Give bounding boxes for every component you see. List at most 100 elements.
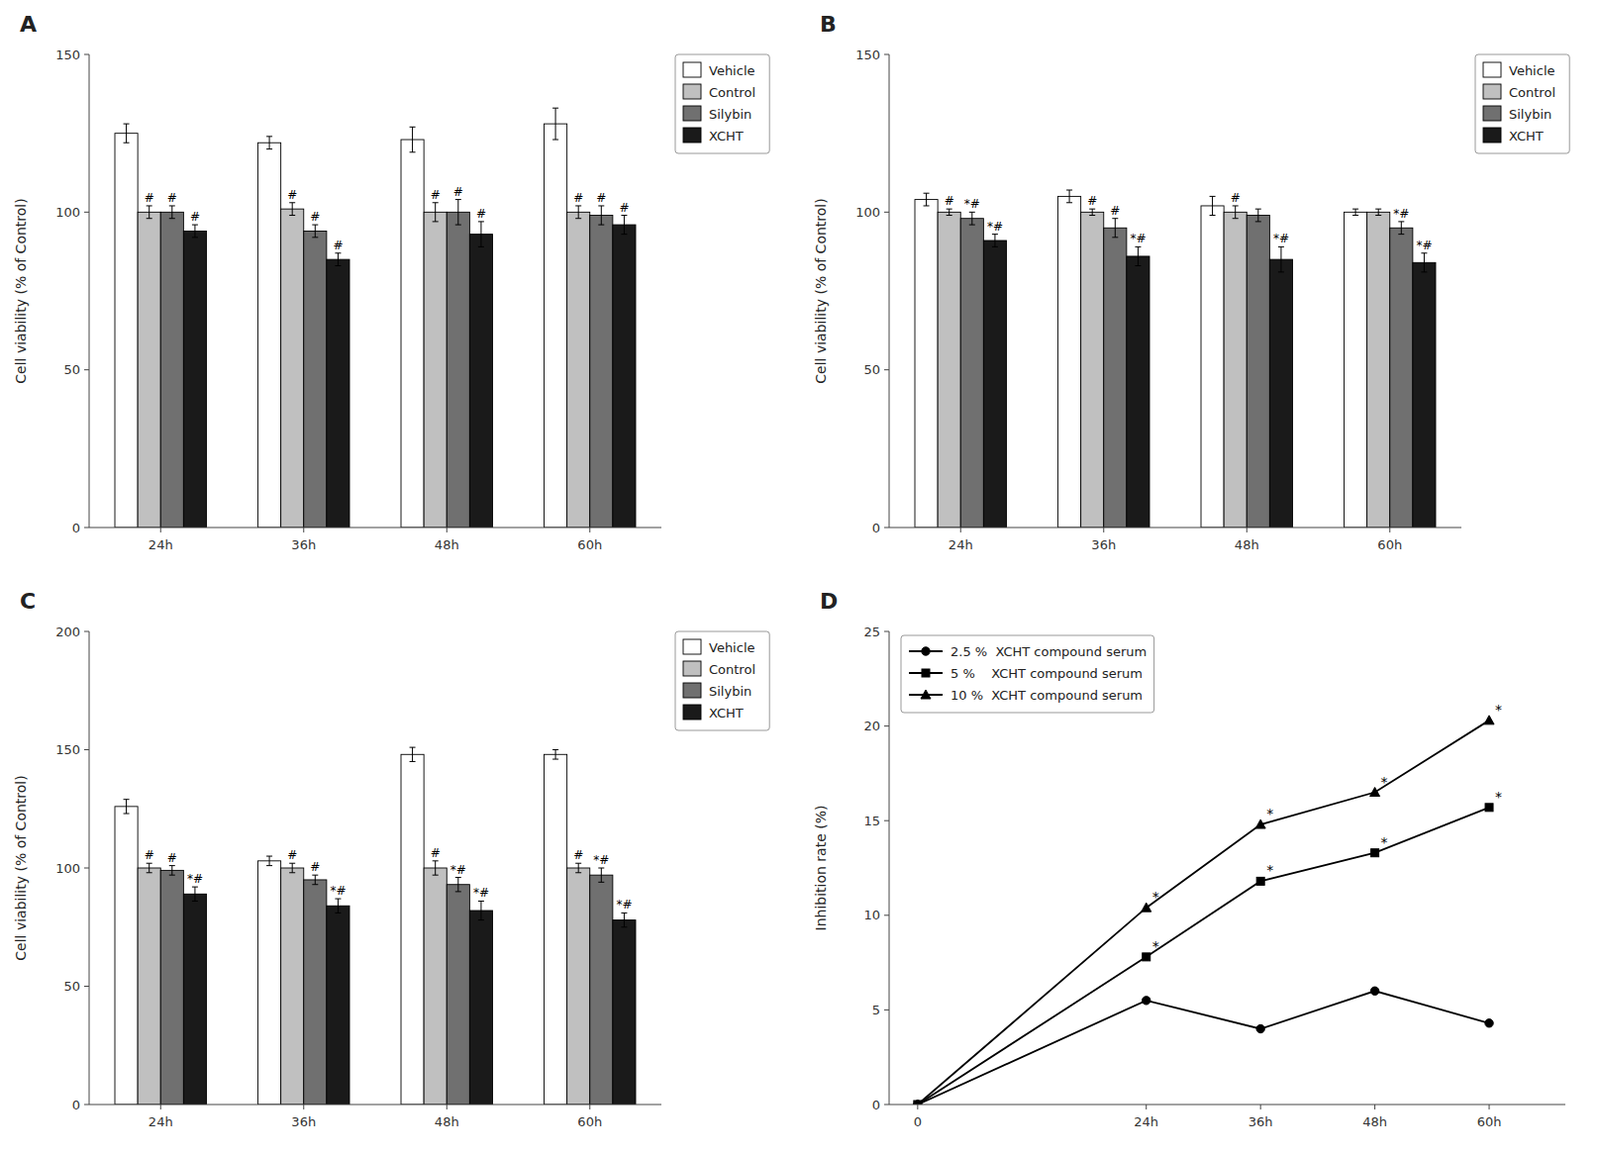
panel: BCell viability (% of Control)050100150#… bbox=[812, 11, 1570, 553]
error-bar bbox=[1255, 208, 1262, 222]
error-bar bbox=[123, 123, 130, 143]
significance-mark: # bbox=[596, 191, 606, 205]
error-bar bbox=[923, 193, 930, 206]
error-bar-cap bbox=[192, 224, 199, 226]
error-bar-cap bbox=[620, 233, 627, 235]
point bbox=[912, 1100, 923, 1105]
error-bar-cap bbox=[1232, 217, 1239, 219]
y-tick bbox=[84, 527, 90, 529]
error-bar-cap bbox=[146, 863, 153, 865]
error-bar bbox=[992, 234, 999, 248]
error-bar-cap bbox=[432, 860, 439, 862]
error-bar-stem bbox=[148, 205, 150, 219]
error-bar bbox=[266, 136, 273, 150]
error-bar-cap bbox=[1111, 236, 1118, 238]
error-bar bbox=[1066, 190, 1073, 203]
bar bbox=[567, 868, 591, 1105]
significance-mark: # bbox=[430, 846, 441, 861]
panel-title: B bbox=[819, 11, 837, 37]
y-axis bbox=[889, 54, 891, 528]
error-bar-cap bbox=[192, 887, 199, 889]
error-bar-cap bbox=[334, 265, 341, 267]
legend-swatch bbox=[1483, 62, 1501, 78]
y-axis-label: Cell viability (% of Control) bbox=[12, 775, 29, 961]
x-tick bbox=[160, 527, 162, 533]
annotations: ###*##*#*#*#*#*# bbox=[944, 191, 1433, 253]
error-bar-cap bbox=[1209, 196, 1216, 198]
bar bbox=[469, 234, 493, 528]
error-bar-cap bbox=[923, 204, 930, 206]
error-bar bbox=[1352, 208, 1359, 215]
error-bar-cap bbox=[598, 868, 604, 870]
error-bar-stem bbox=[1400, 221, 1402, 235]
x-axis bbox=[89, 527, 662, 529]
error-bar bbox=[478, 900, 485, 920]
error-bar-cap bbox=[1375, 214, 1382, 216]
error-bar-cap bbox=[1255, 220, 1262, 222]
plot-area bbox=[114, 747, 636, 1105]
legend-label: Control bbox=[1508, 85, 1556, 100]
legend-label: 10 % XCHT compound serum bbox=[950, 688, 1143, 703]
legend-frame bbox=[1475, 54, 1570, 154]
error-bar-stem bbox=[578, 205, 580, 219]
y-tick bbox=[84, 54, 90, 56]
error-bar bbox=[432, 861, 439, 876]
legend-swatch bbox=[683, 639, 701, 655]
bar bbox=[160, 211, 184, 528]
error-bar bbox=[266, 856, 273, 867]
significance-mark: # bbox=[944, 194, 955, 208]
error-bar-cap bbox=[552, 139, 559, 141]
significance-mark: # bbox=[1109, 203, 1120, 218]
error-bar-cap bbox=[289, 872, 296, 874]
legend-label: Vehicle bbox=[708, 63, 756, 79]
error-bar-stem bbox=[411, 747, 413, 762]
error-bar-cap bbox=[409, 747, 416, 749]
panel: CCell viability (% of Control)0501001502… bbox=[12, 589, 770, 1130]
legend-frame bbox=[675, 54, 770, 154]
legend-swatch bbox=[920, 690, 931, 700]
bar bbox=[258, 142, 282, 528]
bar bbox=[544, 123, 568, 528]
legend-frame bbox=[900, 635, 1155, 713]
error-bar-cap bbox=[146, 204, 153, 206]
error-bar-cap bbox=[169, 875, 176, 877]
bar bbox=[160, 870, 184, 1105]
bar bbox=[114, 133, 138, 528]
y-tick bbox=[84, 749, 90, 751]
bar bbox=[281, 868, 304, 1105]
legend-swatch bbox=[1483, 105, 1501, 121]
point bbox=[1142, 997, 1151, 1005]
x-tick bbox=[916, 1104, 918, 1110]
legend: VehicleControlSilybinXCHT bbox=[675, 54, 770, 154]
y-tick-label: 50 bbox=[63, 362, 81, 378]
y-tick bbox=[884, 1009, 890, 1011]
error-bar bbox=[169, 866, 176, 877]
bar bbox=[1103, 227, 1127, 528]
y-axis-label: Cell viability (% of Control) bbox=[12, 198, 29, 384]
error-bar bbox=[334, 899, 341, 913]
error-bar-cap bbox=[1089, 208, 1096, 210]
legend-label: Control bbox=[708, 85, 756, 100]
x-axis bbox=[889, 527, 1462, 529]
error-bar-cap bbox=[169, 217, 176, 219]
error-bar-cap bbox=[1398, 220, 1404, 222]
legend-swatch bbox=[683, 105, 701, 121]
bar bbox=[469, 910, 493, 1105]
legend-swatch bbox=[683, 62, 701, 78]
error-bar-cap bbox=[169, 865, 176, 867]
y-axis-label: Inhibition rate (%) bbox=[812, 805, 829, 932]
error-bar bbox=[334, 253, 341, 267]
error-bar-cap bbox=[1232, 204, 1239, 206]
error-bar-cap bbox=[1134, 246, 1141, 248]
error-bar-cap bbox=[1352, 214, 1359, 216]
error-bar bbox=[311, 224, 318, 238]
significance-mark: # bbox=[309, 209, 320, 224]
bar bbox=[1081, 211, 1104, 528]
legend-swatch bbox=[1483, 127, 1501, 143]
significance-mark: *# bbox=[1415, 238, 1432, 253]
x-tick-label: 36h bbox=[291, 1114, 316, 1130]
error-bar-cap bbox=[1111, 217, 1118, 219]
error-bar-cap bbox=[575, 217, 582, 219]
significance-mark: # bbox=[573, 848, 584, 863]
x-tick-label: 24h bbox=[148, 1114, 174, 1130]
